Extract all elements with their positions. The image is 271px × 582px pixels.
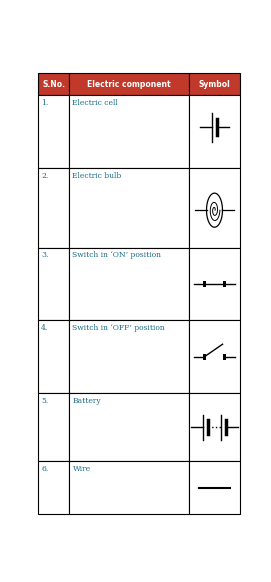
Text: Electric cell: Electric cell (72, 99, 118, 107)
Bar (189, 320, 240, 393)
Bar (189, 247, 240, 320)
Bar (38, 95, 69, 168)
Text: 6.: 6. (41, 465, 49, 473)
Bar (223, 281, 226, 287)
Bar (69, 73, 189, 95)
Text: 5.: 5. (41, 397, 49, 404)
Text: 3.: 3. (41, 251, 49, 259)
Bar (189, 462, 240, 514)
Text: S.No.: S.No. (42, 80, 65, 89)
Text: Wire: Wire (72, 465, 91, 473)
Bar (189, 73, 240, 95)
Bar (38, 247, 69, 320)
Text: Electric bulb: Electric bulb (72, 172, 122, 180)
Bar (38, 73, 69, 95)
Bar (69, 95, 189, 168)
Bar (69, 393, 189, 462)
Bar (69, 247, 189, 320)
Bar (203, 354, 206, 360)
Bar (38, 320, 69, 393)
Text: Electric component: Electric component (88, 80, 171, 89)
Bar (38, 168, 69, 247)
Text: Switch in ‘OFF’ position: Switch in ‘OFF’ position (72, 324, 165, 332)
Bar (38, 393, 69, 462)
Bar (203, 281, 206, 287)
Text: 2.: 2. (41, 172, 49, 180)
Text: Battery: Battery (72, 397, 101, 404)
Text: 1.: 1. (41, 99, 49, 107)
Bar (189, 393, 240, 462)
Bar (223, 354, 226, 360)
Text: 4.: 4. (41, 324, 49, 332)
Bar (38, 462, 69, 514)
Text: Symbol: Symbol (199, 80, 230, 89)
Bar (69, 168, 189, 247)
Bar (69, 320, 189, 393)
Text: Switch in ‘ON’ position: Switch in ‘ON’ position (72, 251, 162, 259)
Bar (189, 95, 240, 168)
Bar (69, 462, 189, 514)
Bar (189, 168, 240, 247)
